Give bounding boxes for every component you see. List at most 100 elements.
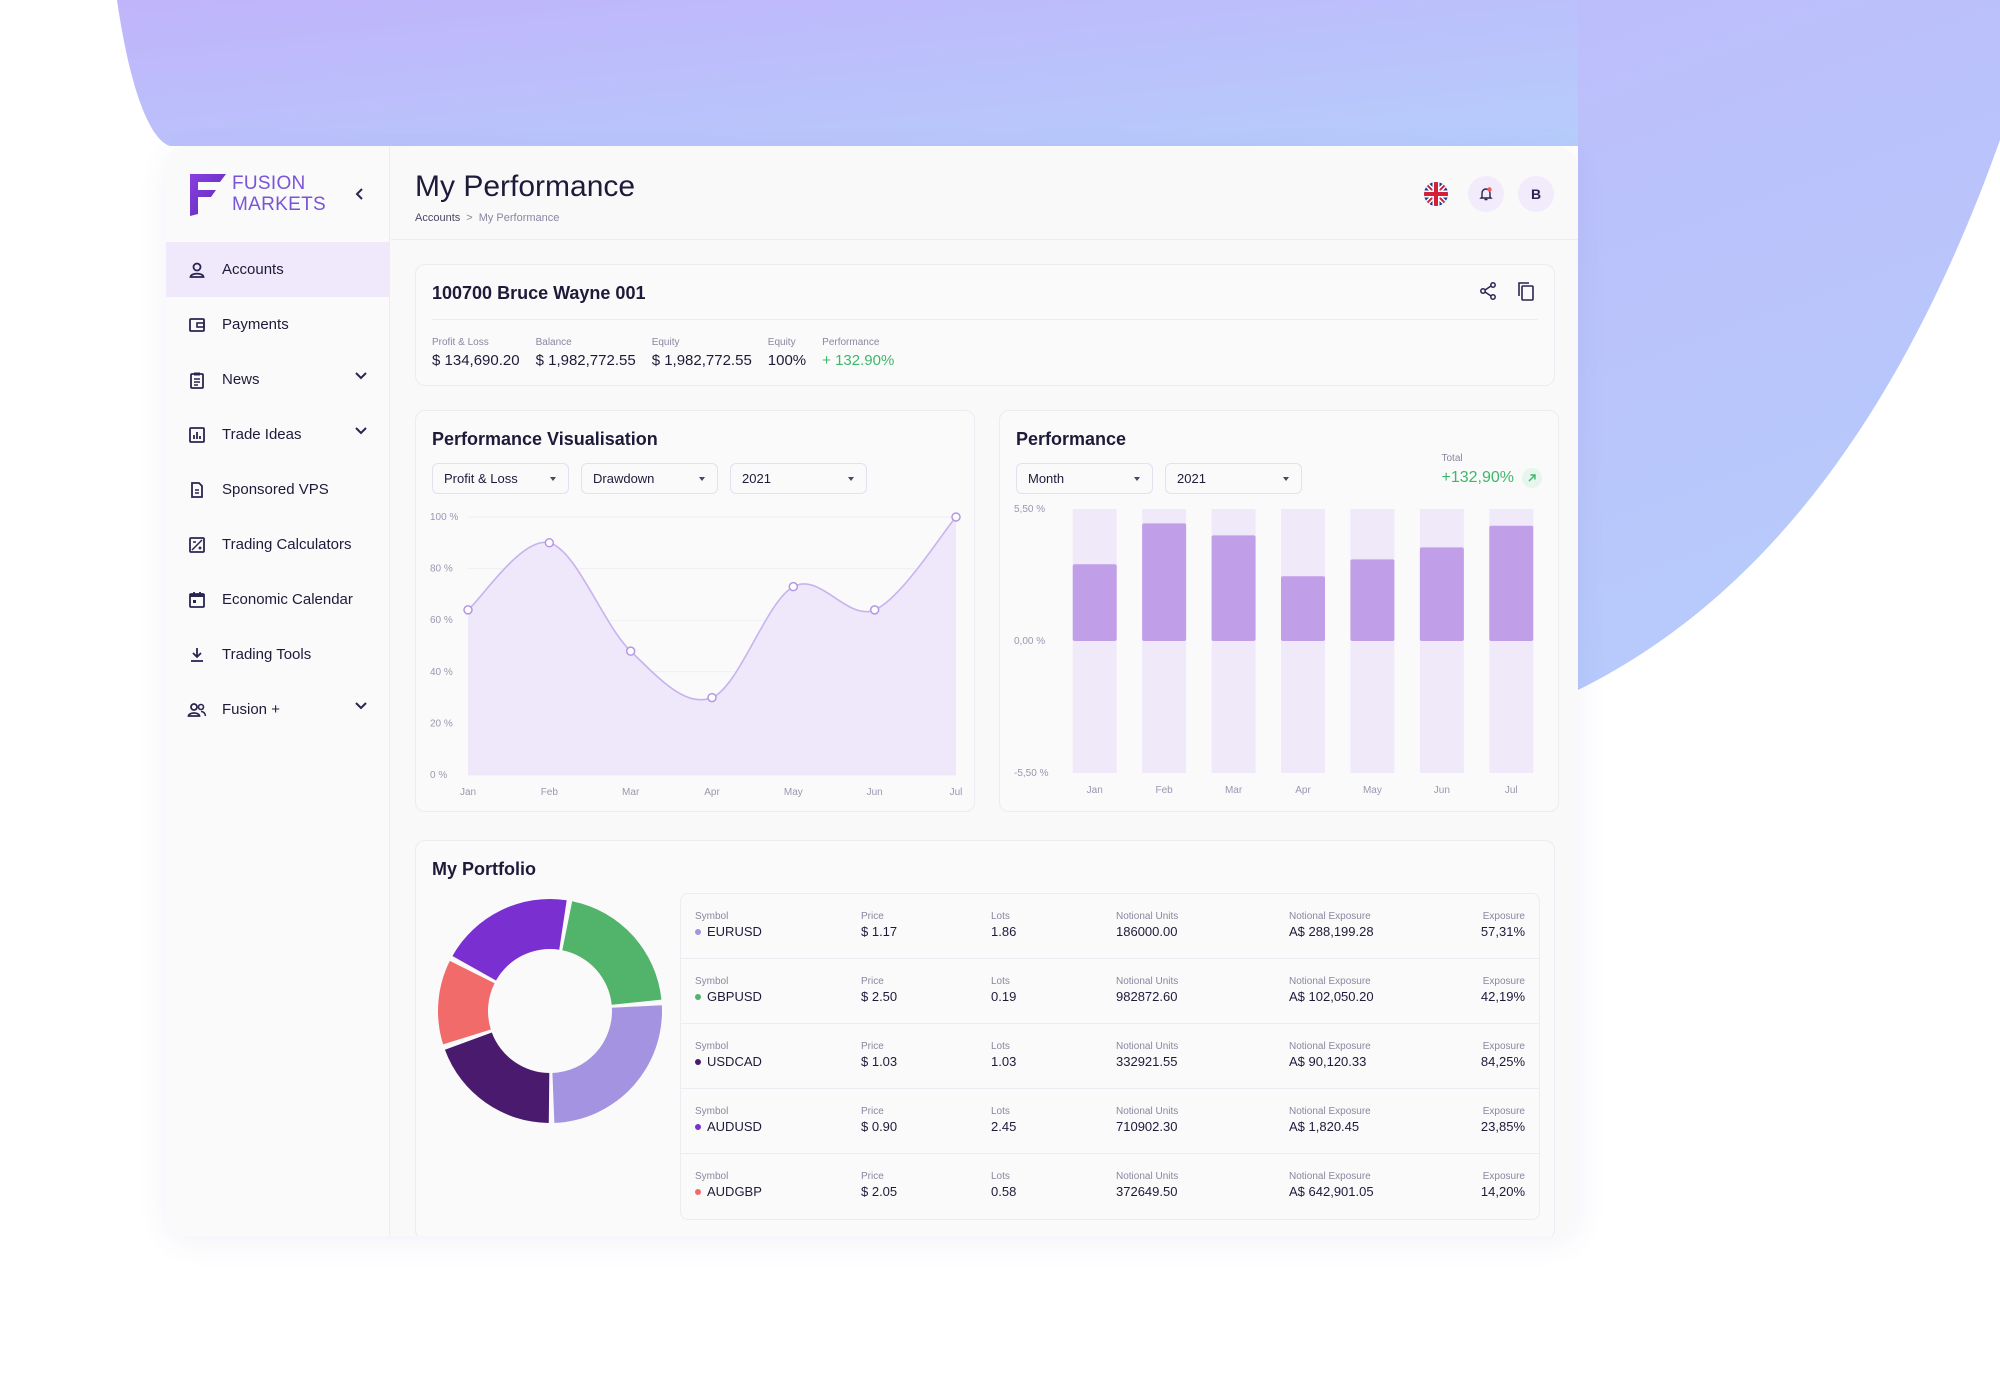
column-label: Notional Exposure <box>1289 1041 1371 1052</box>
data-point[interactable] <box>463 605 473 615</box>
donut-chart <box>438 899 662 1123</box>
column-label: Lots <box>991 976 1010 987</box>
data-point[interactable] <box>869 605 880 615</box>
card-title: Performance <box>1016 429 1127 449</box>
metric-value: $ 1,982,772.55 <box>535 352 636 369</box>
cell-value: 57,31% <box>1481 924 1525 939</box>
year-select[interactable]: 2021 <box>730 463 867 494</box>
column-label: Notional Exposure <box>1289 1171 1371 1182</box>
cell-value: 186000.00 <box>1116 924 1178 939</box>
slice-usdcad[interactable] <box>444 1032 550 1123</box>
cell-text: GBPUSD <box>707 989 762 1004</box>
user-avatar[interactable]: B <box>1518 176 1554 212</box>
column-label: Price <box>861 976 884 987</box>
period-select[interactable]: Month <box>1016 463 1153 494</box>
cell-value: $ 2.05 <box>861 1184 897 1199</box>
data-point[interactable] <box>544 538 555 548</box>
account-summary-card: 100700 Bruce Wayne 001 Profit & Loss $ 13… <box>415 264 1555 386</box>
bar[interactable] <box>1281 576 1325 641</box>
sidebar-item-trade-ideas[interactable]: Trade Ideas <box>166 407 390 462</box>
copy-button[interactable] <box>1514 279 1538 303</box>
select-value: Month <box>1028 471 1065 486</box>
select-value: 2021 <box>1177 471 1206 486</box>
cell-price: Price $ 2.05 <box>861 1171 897 1199</box>
table-row[interactable]: Symbol USDCAD Price $ 1.03 Lots 1.03 Notional … <box>681 1024 1539 1089</box>
mode-select[interactable]: Drawdown <box>581 463 718 494</box>
chevron-left-icon <box>355 188 363 200</box>
sidebar-item-fusion-plus[interactable]: Fusion + <box>166 682 390 737</box>
sidebar-item-trading-calculators[interactable]: Trading Calculators <box>166 517 390 572</box>
bar[interactable] <box>1419 547 1464 641</box>
select-value: Drawdown <box>593 471 655 486</box>
slice-audusd[interactable] <box>452 899 567 981</box>
metric-select[interactable]: Profit & Loss <box>432 463 569 494</box>
x-tick-label: Feb <box>1156 785 1174 796</box>
chevron-down-icon[interactable] <box>354 426 368 436</box>
cell-text: EURUSD <box>707 924 762 939</box>
sidebar-item-sponsored-vps[interactable]: Sponsored VPS <box>166 462 390 517</box>
bar[interactable] <box>1142 523 1187 641</box>
sidebar-item-news[interactable]: News <box>166 352 390 407</box>
card-title: Performance Visualisation <box>432 429 658 449</box>
bar-chart: 5,50 % 0,00 % -5,50 % Jan Feb Mar Apr May Jun Jul <box>1014 504 1534 796</box>
notifications-button[interactable] <box>1468 176 1504 212</box>
column-label: Notional Exposure <box>1289 911 1371 922</box>
uk-flag-icon <box>1424 182 1448 206</box>
sidebar-item-payments[interactable]: Payments <box>166 297 390 352</box>
cell-value: A$ 642,901.05 <box>1289 1184 1374 1199</box>
chevron-down-icon[interactable] <box>354 371 368 381</box>
year-select[interactable]: 2021 <box>1165 463 1302 494</box>
slice-eurusd[interactable] <box>552 1005 662 1123</box>
cell-symbol: Symbol AUDUSD <box>695 1106 762 1134</box>
sidebar-item-accounts[interactable]: Accounts <box>166 242 390 297</box>
column-label: Exposure <box>1482 1171 1525 1182</box>
language-button[interactable] <box>1418 176 1454 212</box>
cell-exposure: Exposure 14,20% <box>1481 1171 1525 1199</box>
cell-value: 2.45 <box>991 1119 1016 1134</box>
x-tick-label: Jun <box>867 787 883 798</box>
bar[interactable] <box>1072 564 1117 641</box>
slice-audgbp[interactable] <box>438 960 495 1045</box>
metric-equity-percent: Equity 100% <box>768 337 806 369</box>
x-tick-label: May <box>1363 785 1382 796</box>
brand-logo[interactable]: FUSION MARKETS <box>186 170 326 218</box>
y-tick-label: 60 % <box>430 615 453 626</box>
bar[interactable] <box>1211 535 1256 641</box>
cell-price: Price $ 1.03 <box>861 1041 897 1069</box>
y-tick-label: 20 % <box>430 718 453 729</box>
metric-label: Balance <box>535 337 572 348</box>
table-row[interactable]: Symbol AUDUSD Price $ 0.90 Lots 2.45 Notional … <box>681 1089 1539 1154</box>
metric-value: $ 134,690.20 <box>432 352 520 369</box>
slice-gbpusd[interactable] <box>562 901 662 1005</box>
data-point[interactable] <box>625 646 636 656</box>
cell-text: $ 0.90 <box>861 1119 898 1134</box>
metric-balance: Balance $ 1,982,772.55 <box>536 337 636 369</box>
data-point[interactable] <box>788 581 799 592</box>
cell-value: 14,20% <box>1481 1184 1525 1199</box>
cell-value: 1.86 <box>991 924 1016 939</box>
metric-label: Equity <box>767 337 796 348</box>
collapse-sidebar-button[interactable] <box>346 180 374 208</box>
cell-value: $ 0.90 <box>861 1119 897 1134</box>
column-label: Price <box>861 1041 884 1052</box>
x-tick-label: Jan <box>460 787 476 798</box>
table-row[interactable]: Symbol GBPUSD Price $ 2.50 Lots 0.19 Notional … <box>681 959 1539 1024</box>
x-tick-label: Mar <box>622 787 640 798</box>
chevron-down-icon[interactable] <box>354 701 368 711</box>
sidebar-item-economic-calendar[interactable]: Economic Calendar <box>166 572 390 627</box>
cell-lots: Lots 0.19 <box>991 976 1016 1004</box>
y-tick-label: 0,00 % <box>1014 636 1045 647</box>
share-button[interactable] <box>1476 279 1500 303</box>
breadcrumb-accounts-link[interactable]: Accounts <box>415 212 461 224</box>
data-point[interactable] <box>951 512 961 522</box>
bar[interactable] <box>1489 525 1534 641</box>
column-label: Notional Units <box>1116 1041 1179 1052</box>
table-row[interactable]: Symbol EURUSD Price $ 1.17 Lots 1.86 Notional … <box>681 894 1539 959</box>
data-point[interactable] <box>707 692 717 703</box>
sidebar-item-trading-tools[interactable]: Trading Tools <box>166 627 390 682</box>
document-icon <box>186 479 208 501</box>
table-row[interactable]: Symbol AUDGBP Price $ 2.05 Lots 0.58 Notional … <box>681 1154 1539 1219</box>
bar[interactable] <box>1350 559 1395 641</box>
cell-text: A$ 642,901.05 <box>1289 1184 1374 1199</box>
